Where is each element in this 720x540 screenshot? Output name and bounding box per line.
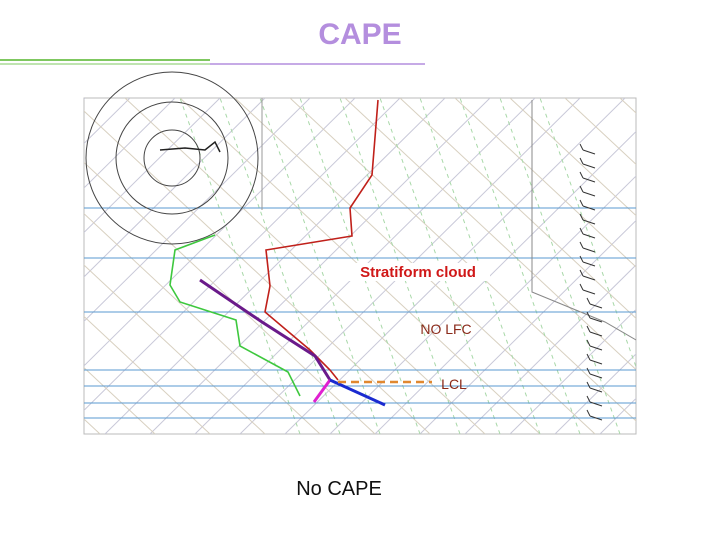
temperature-profile (264, 99, 379, 381)
barb-staff (582, 191, 596, 197)
dry-adiabat (564, 98, 636, 165)
barb-flag (579, 227, 584, 235)
isotherm (84, 98, 401, 411)
barb-staff (589, 331, 603, 337)
dewpoint-profile (169, 234, 301, 397)
dry-adiabat (344, 98, 636, 371)
moist-adiabat (459, 98, 581, 434)
isotherm (374, 175, 636, 434)
isotherm (0, 98, 40, 434)
barb-staff (582, 261, 596, 267)
parcel-surface (329, 378, 386, 407)
isotherm (554, 353, 636, 434)
barb-staff (589, 387, 603, 393)
isotherm (84, 98, 86, 100)
moist-adiabat (499, 98, 621, 434)
barb-flag (579, 255, 584, 263)
isotherm (84, 98, 266, 278)
parcel-low (312, 379, 332, 403)
barb-flag (586, 353, 591, 361)
caption: No CAPE (296, 478, 382, 500)
barb-flag (586, 381, 591, 389)
dry-adiabat (84, 213, 321, 434)
annotation: Stratiform cloud (360, 264, 476, 281)
barb-staff (582, 289, 596, 295)
dry-adiabat (675, 98, 720, 434)
isotherm (419, 219, 636, 434)
barb-flag (579, 143, 584, 151)
hodograph-ring (143, 129, 201, 187)
skew-t-diagram: Stratiform cloud NO LFC LCL (0, 71, 720, 435)
barb-staff (582, 177, 596, 183)
barb-boundary (531, 100, 637, 341)
isotherm (104, 98, 446, 434)
barb-staff (589, 401, 603, 407)
barb-flag (579, 199, 584, 207)
hodograph-ring (115, 101, 229, 215)
moist-adiabat (259, 98, 381, 434)
label-bg (346, 263, 490, 281)
barb-flag (579, 241, 584, 249)
dry-adiabat (509, 98, 636, 217)
hodograph-ring (85, 71, 259, 245)
barb-staff (582, 247, 596, 253)
barb-flag (586, 367, 591, 375)
wind-barbs (579, 143, 603, 421)
hodograph-trace (159, 140, 221, 153)
barb-staff (589, 415, 603, 421)
barb-flag (579, 185, 584, 193)
isotherm (690, 98, 720, 434)
barb-staff (589, 373, 603, 379)
isotherm (84, 98, 176, 189)
barb-staff (582, 149, 596, 155)
barb-staff (582, 275, 596, 281)
barb-flag (586, 311, 591, 319)
barb-flag (586, 395, 591, 403)
barb-staff (582, 233, 596, 239)
isotherm (84, 98, 356, 367)
isotherm (509, 308, 636, 434)
dry-adiabat (84, 110, 431, 434)
barb-flag (579, 283, 584, 291)
barb-flag (579, 213, 584, 221)
barb-flag (586, 325, 591, 333)
barb-flag (586, 409, 591, 417)
barb-staff (589, 317, 603, 323)
annotation: NO LFC (420, 321, 471, 337)
dry-adiabat (454, 98, 636, 268)
moist-adiabat (539, 98, 636, 369)
annotation: LCL (441, 376, 467, 392)
dry-adiabat (124, 98, 486, 434)
barb-staff (589, 345, 603, 351)
barb-flag (586, 297, 591, 305)
dry-adiabat (399, 98, 636, 319)
title-rule (0, 59, 425, 65)
barb-flag (579, 157, 584, 165)
barb-staff (589, 303, 603, 309)
parcel-path (199, 278, 332, 381)
dry-adiabat (84, 161, 376, 434)
dry-adiabat (84, 367, 156, 434)
barb-staff (582, 219, 596, 225)
barb-flag (579, 171, 584, 179)
slide-title: CAPE (318, 18, 401, 51)
isotherm (329, 130, 636, 434)
barb-staff (589, 359, 603, 365)
dry-adiabat (84, 315, 211, 434)
barb-staff (582, 163, 596, 169)
barb-staff (582, 205, 596, 211)
barb-flag (579, 269, 584, 277)
isotherm (84, 98, 221, 234)
dry-adiabat (84, 264, 266, 434)
isotherm (645, 98, 720, 434)
barb-flag (586, 339, 591, 347)
moist-adiabat (219, 98, 341, 434)
